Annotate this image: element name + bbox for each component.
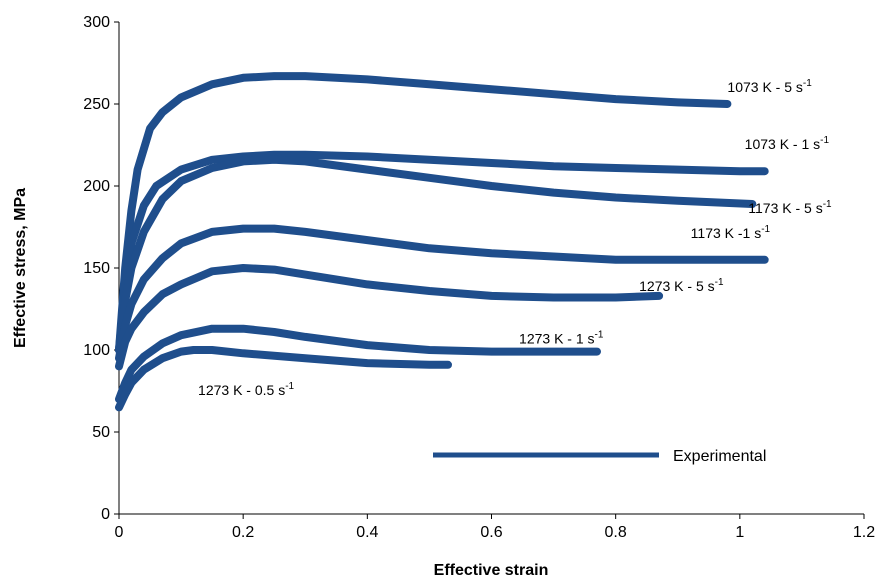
- curve-label-1: 1073 K - 5 s-1: [727, 78, 812, 95]
- curve-label-text: 1273 K - 1 s: [519, 331, 595, 347]
- x-tick-label: 0.2: [232, 524, 254, 541]
- curve-series-1: [115, 72, 732, 354]
- x-tick-label: 0: [115, 524, 124, 541]
- curve-series-6: [115, 324, 601, 404]
- curve-label-superscript: -1: [823, 199, 832, 210]
- axis-ticks: 0 50 100 150 200 250 300 0 0.2 0.4 0.6 0.8 1 1.2: [83, 14, 875, 541]
- y-tick-label: 50: [92, 424, 110, 441]
- y-axis-title: Effective stress, MPa: [12, 188, 29, 348]
- curve-label-superscript: -1: [595, 330, 604, 341]
- x-tick-label: 1.2: [853, 524, 875, 541]
- x-tick-label: 1: [735, 524, 744, 541]
- curve-label-3: 1173 K - 5 s-1: [748, 199, 832, 216]
- curve-label-text: 1173 K - 5 s: [748, 200, 822, 216]
- curve-label-7: 1273 K - 0.5 s-1: [198, 381, 295, 398]
- curve-label-superscript: -1: [803, 78, 812, 89]
- x-tick-label: 0.4: [356, 524, 378, 541]
- y-tick-label: 300: [83, 14, 110, 31]
- curve-series-2: [115, 150, 769, 354]
- curve-label-superscript: -1: [761, 224, 770, 235]
- y-tick-label: 200: [83, 178, 110, 195]
- legend-label: Experimental: [673, 448, 766, 465]
- y-tick-label: 0: [101, 506, 110, 523]
- y-tick-label: 150: [83, 260, 110, 277]
- curve-series-5: [115, 264, 664, 371]
- curve-label-6: 1273 K - 1 s-1: [519, 330, 604, 347]
- curve-label-superscript: -1: [285, 381, 294, 392]
- curve-label-superscript: -1: [715, 277, 724, 288]
- curve-label-superscript: -1: [820, 135, 829, 146]
- curve-label-text: 1073 K - 5 s: [727, 79, 803, 95]
- x-tick-label: 0.8: [605, 524, 627, 541]
- curve-label-text: 1273 K - 0.5 s: [198, 382, 285, 398]
- curve-label-text: 1073 K - 1 s: [745, 136, 821, 152]
- curve-label-2: 1073 K - 1 s-1: [745, 135, 830, 152]
- curve-label-5: 1273 K - 5 s-1: [639, 277, 724, 294]
- curve-series-3: [115, 155, 757, 354]
- curve-series-7: [115, 346, 452, 412]
- curve-label-text: 1273 K - 5 s: [639, 278, 715, 294]
- curve-label-4: 1173 K -1 s-1: [691, 224, 771, 241]
- x-axis-title: Effective strain: [434, 562, 549, 579]
- y-tick-label: 100: [83, 342, 110, 359]
- legend: Experimental: [433, 448, 766, 465]
- curve-series-4: [115, 224, 769, 363]
- data-curves: [115, 72, 769, 412]
- y-tick-label: 250: [83, 96, 110, 113]
- curve-label-text: 1173 K -1 s: [691, 225, 762, 241]
- x-tick-label: 0.6: [480, 524, 502, 541]
